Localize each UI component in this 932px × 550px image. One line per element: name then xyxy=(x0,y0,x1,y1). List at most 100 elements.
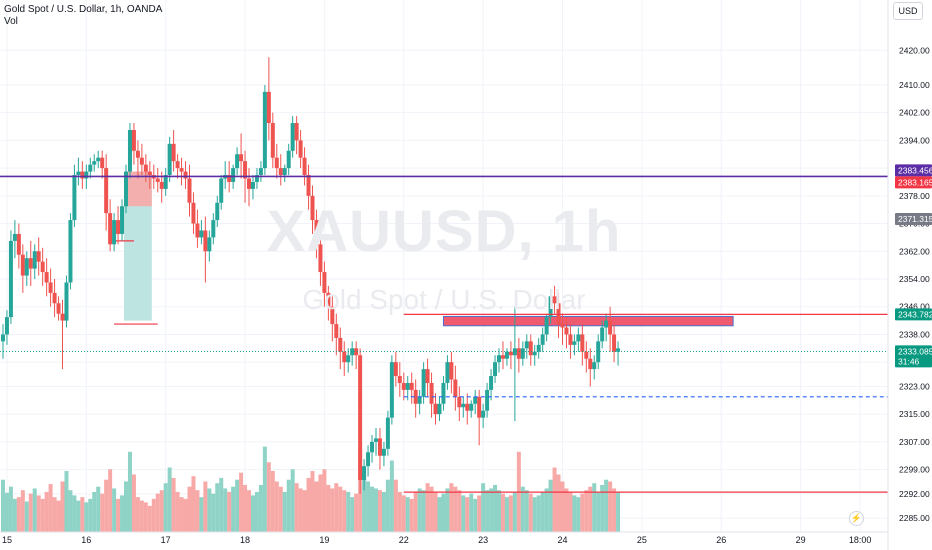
candle-body xyxy=(24,258,29,276)
legend-volume[interactable]: Vol xyxy=(4,16,18,27)
volume-bar xyxy=(262,446,267,532)
candle-body xyxy=(532,351,537,356)
volume-bar xyxy=(453,486,458,532)
candle-body xyxy=(207,237,212,252)
volume-bar xyxy=(584,490,589,532)
volume-bar xyxy=(616,491,621,532)
candle-body xyxy=(405,382,410,390)
volume-bar xyxy=(266,462,271,532)
time-tick-label: 15 xyxy=(2,535,12,545)
candle-body xyxy=(433,403,438,415)
volume-bar xyxy=(354,493,359,532)
time-tick-label: 17 xyxy=(161,535,171,545)
volume-bar xyxy=(4,492,9,532)
candle-body xyxy=(616,348,621,352)
volume-bar xyxy=(461,495,466,532)
currency-button[interactable]: USD xyxy=(893,2,923,20)
volume-bar xyxy=(350,497,355,532)
time-tick-label: 16 xyxy=(81,535,91,545)
volume-bar xyxy=(20,490,25,532)
price-tag-label-3: 2343.782 xyxy=(898,309,932,319)
volume-bar xyxy=(409,498,414,532)
volume-bar xyxy=(429,486,434,532)
candle-body xyxy=(270,123,275,158)
candle-body xyxy=(556,303,561,325)
candle-body xyxy=(481,410,486,418)
volume-bar xyxy=(485,490,490,532)
candle-body xyxy=(135,150,140,158)
volume-bar xyxy=(143,502,148,532)
volume-bar xyxy=(314,481,319,532)
candle-body xyxy=(588,358,593,370)
candle-body xyxy=(147,171,152,176)
volume-bar xyxy=(199,497,204,532)
price-tick-label: 2323.00 xyxy=(899,381,930,391)
volume-bar xyxy=(302,490,307,532)
candle-body xyxy=(247,178,252,189)
volume-bar xyxy=(385,479,390,532)
candle-body xyxy=(120,206,125,234)
volume-bar xyxy=(52,497,57,532)
time-tick-label: 19 xyxy=(319,535,329,545)
candle-body xyxy=(20,254,25,276)
volume-bar xyxy=(167,467,172,532)
volume-bar xyxy=(473,498,478,532)
volume-bar xyxy=(207,488,212,532)
volume-bar xyxy=(556,474,561,532)
price-tick-label: 2420.00 xyxy=(899,45,930,55)
candle-body xyxy=(457,396,462,408)
candle-body xyxy=(239,154,244,162)
volume-bar xyxy=(536,495,541,532)
volume-bar xyxy=(211,493,216,532)
candle-body xyxy=(211,220,216,238)
volume-bar xyxy=(310,471,315,532)
volume-bar xyxy=(68,490,73,532)
candle-body xyxy=(489,376,494,390)
candle-body xyxy=(171,143,176,162)
time-tick-label: 26 xyxy=(716,535,726,545)
candle-body xyxy=(262,91,267,169)
candle-body xyxy=(195,223,200,238)
candle-body xyxy=(243,161,248,179)
volume-bar xyxy=(104,479,109,532)
volume-bar xyxy=(608,481,613,532)
candle-body xyxy=(143,164,148,172)
candle-body xyxy=(52,292,57,304)
volume-bar xyxy=(417,488,422,532)
candle-body xyxy=(123,171,128,207)
candle-body xyxy=(286,150,291,169)
volume-bar xyxy=(441,493,446,532)
candle-body xyxy=(612,334,617,352)
lightning-icon[interactable]: ⚡ xyxy=(849,511,864,526)
volume-bar xyxy=(497,490,502,532)
candle-body xyxy=(199,230,204,238)
price-tick-label: 2346.00 xyxy=(899,302,930,312)
price-tick-label: 2362.00 xyxy=(899,246,930,256)
candle-body xyxy=(322,272,327,293)
volume-bar xyxy=(370,486,375,532)
volume-bar xyxy=(278,486,283,532)
candle-body xyxy=(28,258,33,269)
volume-bar xyxy=(258,484,263,532)
candle-body xyxy=(373,438,378,442)
volume-bar xyxy=(437,497,442,532)
candle-body xyxy=(298,140,303,158)
price-tag-sub-4: 31:46 xyxy=(898,356,920,366)
volume-bar xyxy=(548,479,553,532)
candle-body xyxy=(175,161,180,169)
price-tick-label: 2394.00 xyxy=(899,135,930,145)
candle-body xyxy=(338,337,343,352)
price-tag-label-0: 2383.456 xyxy=(898,165,932,175)
volume-bar xyxy=(576,497,581,532)
volume-bar xyxy=(64,471,69,532)
volume-bar xyxy=(227,491,232,532)
volume-bar xyxy=(282,491,287,532)
candle-body xyxy=(96,157,101,162)
volume-bar xyxy=(219,477,224,532)
candle-body xyxy=(163,175,168,189)
volume-bar xyxy=(477,495,482,532)
candle-body xyxy=(584,351,589,359)
legend-title[interactable]: Gold Spot / U.S. Dollar, 1h, OANDA xyxy=(4,4,163,15)
time-tick-label: 24 xyxy=(557,535,567,545)
